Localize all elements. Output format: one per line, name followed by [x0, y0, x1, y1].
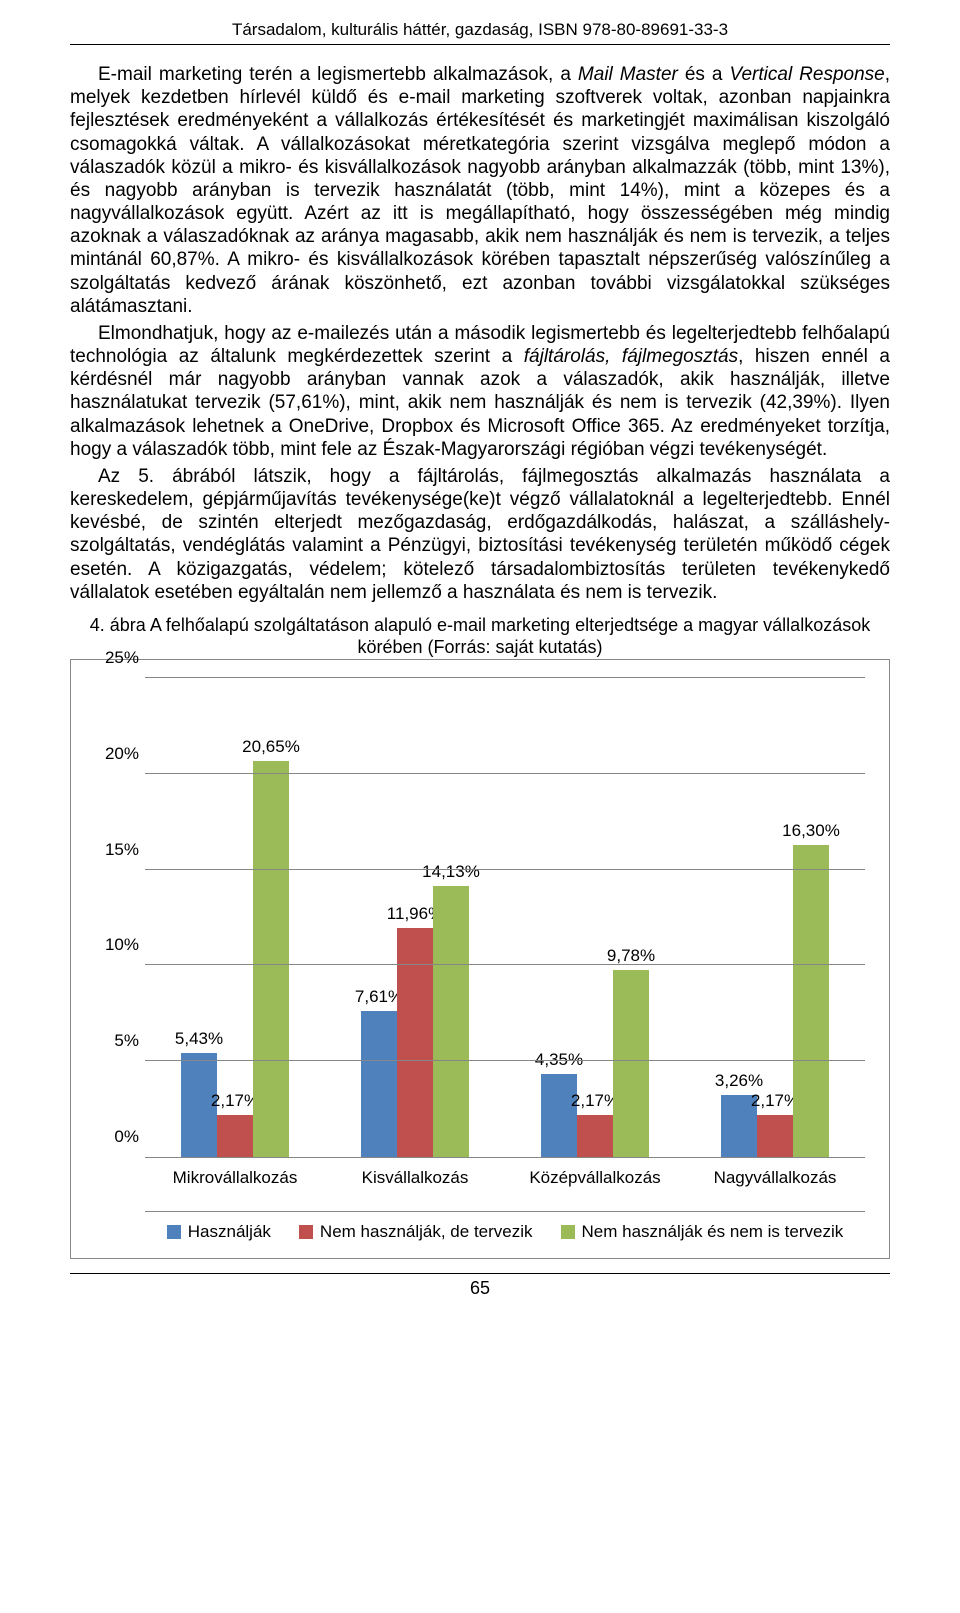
bar: 16,30% — [793, 845, 829, 1157]
legend-item: Használják — [167, 1222, 271, 1242]
x-tick-label: Nagyvállalkozás — [685, 1168, 865, 1188]
bar: 2,17% — [577, 1115, 613, 1157]
bar-value-label: 3,26% — [715, 1071, 763, 1091]
legend-label: Nem használják, de tervezik — [320, 1222, 533, 1242]
p1-b: és a — [678, 64, 730, 85]
y-tick-label: 20% — [93, 744, 139, 764]
bar: 7,61% — [361, 1011, 397, 1157]
p1-c: , melyek kezdetben hírlevél küldő és e-m… — [70, 64, 890, 317]
p2-it1: fájltárolás, fájlmegosztás — [524, 346, 738, 367]
bar: 11,96% — [397, 928, 433, 1157]
bar-value-label: 16,30% — [782, 821, 840, 841]
plot-area: 5,43%2,17%20,65%7,61%11,96%14,13%4,35%2,… — [145, 678, 865, 1158]
gridline — [145, 677, 865, 678]
bar-value-label: 2,17% — [211, 1091, 259, 1111]
legend-swatch — [167, 1225, 181, 1239]
y-tick-label: 25% — [93, 648, 139, 668]
bar-value-label: 14,13% — [422, 862, 480, 882]
x-tick-label: Kisvállalkozás — [325, 1168, 505, 1188]
y-tick-label: 0% — [93, 1127, 139, 1147]
y-tick-label: 5% — [93, 1031, 139, 1051]
bar-group: 3,26%2,17%16,30% — [685, 678, 865, 1157]
page-header: Társadalom, kulturális háttér, gazdaság,… — [70, 20, 890, 40]
legend-label: Nem használják és nem is tervezik — [582, 1222, 844, 1242]
p1-it2: Vertical Response — [730, 64, 885, 85]
bar-group: 7,61%11,96%14,13% — [325, 678, 505, 1157]
bar: 14,13% — [433, 886, 469, 1157]
bar: 20,65% — [253, 761, 289, 1157]
bar-chart: 5,43%2,17%20,65%7,61%11,96%14,13%4,35%2,… — [85, 668, 875, 1248]
p1-a: E-mail marketing terén a legismertebb al… — [98, 64, 578, 85]
bar-group: 4,35%2,17%9,78% — [505, 678, 685, 1157]
footer-rule — [70, 1273, 890, 1274]
legend-swatch — [299, 1225, 313, 1239]
bar: 2,17% — [217, 1115, 253, 1157]
bar-group: 5,43%2,17%20,65% — [145, 678, 325, 1157]
legend-swatch — [561, 1225, 575, 1239]
paragraph-2: Elmondhatjuk, hogy az e-mailezés után a … — [70, 322, 890, 461]
x-axis: MikrovállalkozásKisvállalkozásKözépválla… — [145, 1168, 865, 1188]
bar: 4,35% — [541, 1074, 577, 1157]
legend-item: Nem használják és nem is tervezik — [561, 1222, 844, 1242]
paragraph-1: E-mail marketing terén a legismertebb al… — [70, 63, 890, 318]
y-tick-label: 15% — [93, 840, 139, 860]
figure-caption: 4. ábra A felhőalapú szolgáltatáson alap… — [70, 614, 890, 659]
gridline — [145, 869, 865, 870]
paragraph-3: Az 5. ábrából látszik, hogy a fájltárolá… — [70, 465, 890, 604]
p1-it1: Mail Master — [578, 64, 678, 85]
chart-container: 5,43%2,17%20,65%7,61%11,96%14,13%4,35%2,… — [70, 659, 890, 1259]
bar: 9,78% — [613, 970, 649, 1157]
bar-value-label: 9,78% — [607, 946, 655, 966]
gridline — [145, 1060, 865, 1061]
page-number: 65 — [70, 1278, 890, 1299]
legend: Használják Nem használják, de tervezik Nem… — [145, 1211, 865, 1242]
bar-value-label: 5,43% — [175, 1029, 223, 1049]
gridline — [145, 773, 865, 774]
bar-value-label: 20,65% — [242, 737, 300, 757]
y-tick-label: 10% — [93, 935, 139, 955]
bar-value-label: 2,17% — [751, 1091, 799, 1111]
bar-value-label: 2,17% — [571, 1091, 619, 1111]
bars-row: 5,43%2,17%20,65%7,61%11,96%14,13%4,35%2,… — [145, 678, 865, 1157]
legend-item: Nem használják, de tervezik — [299, 1222, 533, 1242]
x-tick-label: Középvállalkozás — [505, 1168, 685, 1188]
gridline — [145, 964, 865, 965]
bar: 2,17% — [757, 1115, 793, 1157]
bar-value-label: 7,61% — [355, 987, 403, 1007]
x-tick-label: Mikrovállalkozás — [145, 1168, 325, 1188]
legend-label: Használják — [188, 1222, 271, 1242]
header-rule — [70, 44, 890, 45]
